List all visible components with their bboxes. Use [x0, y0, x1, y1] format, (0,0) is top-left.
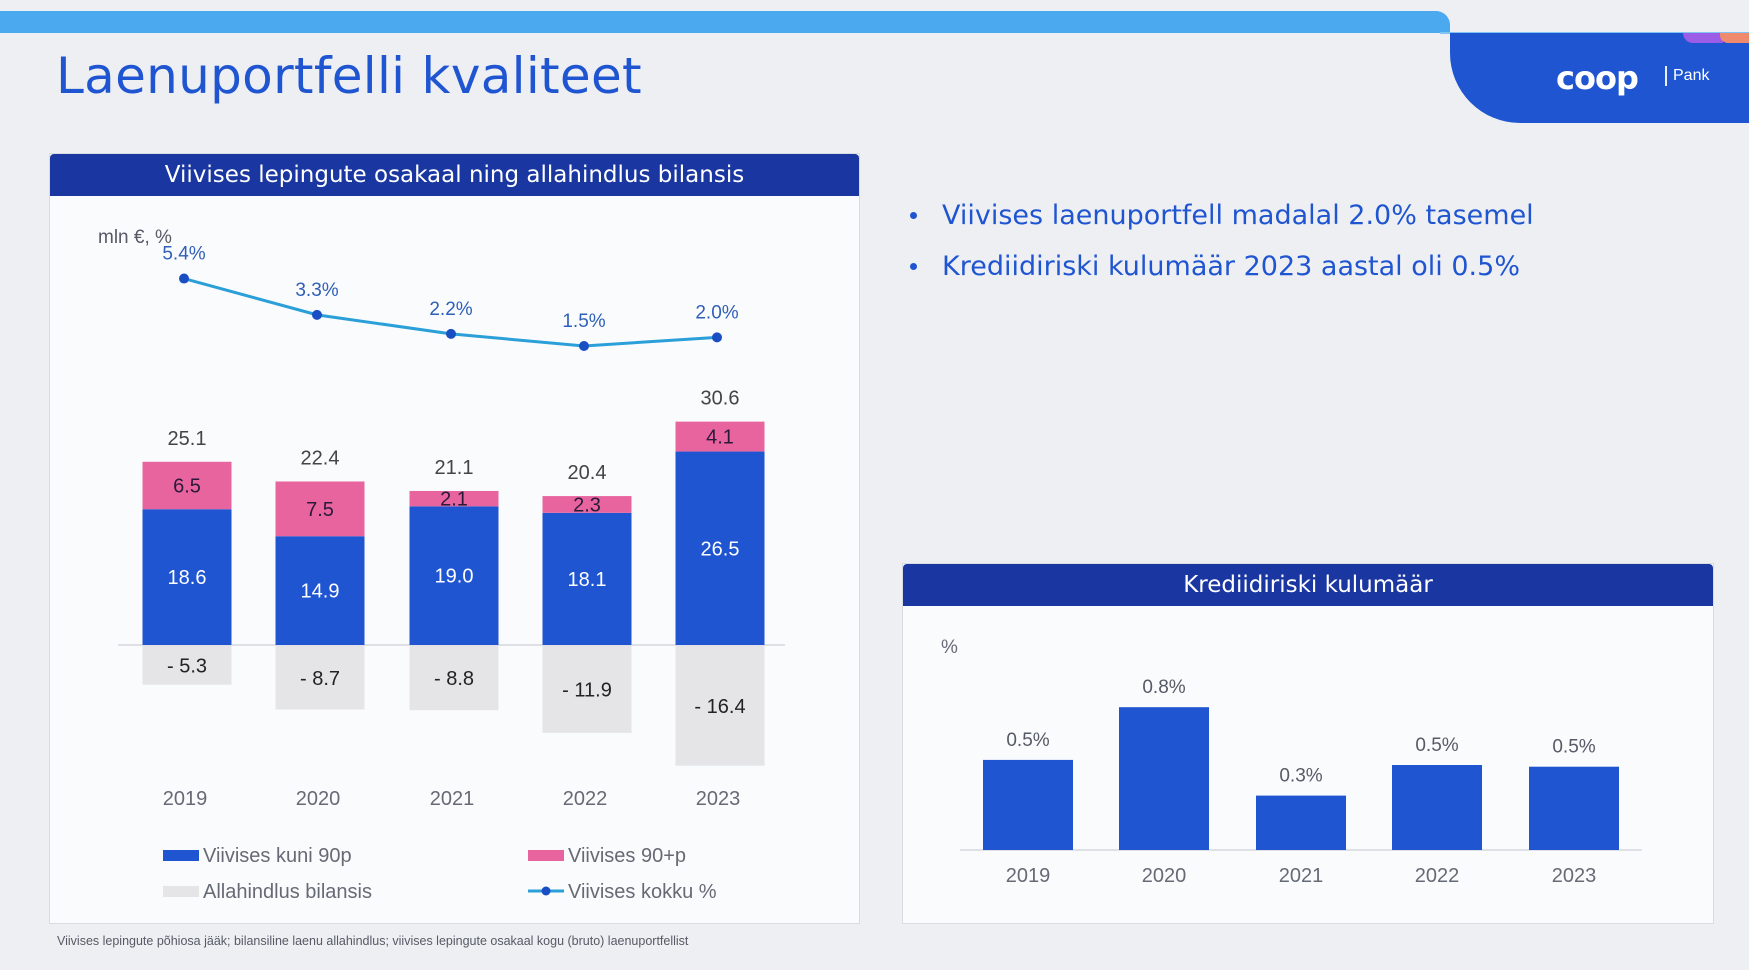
segment-label: 18.1: [568, 569, 607, 591]
line-point-label: 3.3%: [295, 280, 338, 301]
bar-value-label: 0.5%: [1006, 730, 1049, 751]
total-label: 21.1: [435, 457, 474, 479]
segment-label: 2.1: [440, 489, 468, 511]
bar-overdue-90: [142, 509, 232, 645]
legend-label: Allahindlus bilansis: [203, 881, 372, 903]
segment-label: - 11.9: [562, 679, 612, 701]
logo-tab: [1450, 33, 1749, 123]
bar-value-label: 0.5%: [1552, 737, 1595, 758]
segment-label: - 16.4: [694, 696, 745, 718]
logo-suffix: Pank: [1673, 67, 1710, 84]
coop-logo: coop: [1556, 59, 1639, 97]
bullet-item: Krediidiriski kulumäär 2023 aastal oli 0…: [910, 241, 1534, 292]
line-point: [312, 309, 322, 320]
x-tick-label: 2023: [1552, 865, 1597, 887]
x-tick-label: 2022: [1415, 865, 1460, 887]
key-points: Viivises laenuportfell madalal 2.0% tase…: [910, 190, 1534, 292]
line-point-label: 2.2%: [429, 299, 472, 320]
segment-label: 6.5: [173, 475, 201, 497]
segment-label: 19.0: [435, 566, 474, 588]
legend-swatch-marker: [541, 886, 551, 896]
bullet-text: Krediidiriski kulumäär 2023 aastal oli 0…: [942, 251, 1520, 282]
x-tick-label: 2022: [563, 788, 608, 810]
line-point: [579, 341, 589, 351]
x-tick-label: 2020: [296, 788, 341, 810]
legend-swatch: [163, 850, 199, 861]
x-tick-label: 2019: [1006, 865, 1051, 887]
bar-overdue-90: [409, 506, 499, 645]
bar-impairment: [542, 646, 632, 733]
line-point-label: 2.0%: [695, 302, 738, 323]
bar-impairment: [275, 646, 365, 710]
segment-label: 7.5: [306, 499, 334, 521]
segment-label: - 8.8: [434, 668, 474, 690]
bar-value-label: 0.8%: [1142, 677, 1185, 698]
legend-label: Viivises 90+p: [568, 845, 686, 867]
segment-label: 18.6: [168, 567, 207, 589]
page-title: Laenuportfelli kvaliteet: [56, 47, 642, 105]
bar-impairment: [675, 646, 765, 766]
bar-impairment: [142, 646, 232, 685]
x-tick-label: 2020: [1142, 865, 1187, 887]
x-tick-label: 2023: [696, 788, 741, 810]
line-point: [446, 328, 456, 339]
logo-accent-purple: [1683, 33, 1723, 43]
bar: [1119, 707, 1209, 850]
bullet-icon: [910, 263, 917, 270]
bar-overdue-90: [542, 512, 632, 645]
bar: [1529, 766, 1619, 850]
bar-overdue-90: [275, 536, 365, 645]
x-tick-label: 2021: [1279, 865, 1324, 887]
bar-value-label: 0.5%: [1415, 735, 1458, 756]
bullet-item: Viivises laenuportfell madalal 2.0% tase…: [910, 190, 1534, 241]
credit-cost-panel: Krediidiriski kulumäär: [902, 563, 1714, 924]
bar-overdue-90plus: [142, 461, 232, 510]
footnote: Viivises lepingute põhiosa jääk; bilansi…: [57, 934, 689, 948]
panel-title: Viivises lepingute osakaal ning allahind…: [50, 154, 859, 196]
bar-value-label: 0.3%: [1279, 766, 1322, 787]
segment-label: 4.1: [706, 427, 734, 449]
bar: [1256, 795, 1346, 850]
legend-swatch: [163, 886, 199, 897]
line-point: [179, 273, 189, 284]
bullet-icon: [910, 212, 917, 219]
line-point-label: 5.4%: [162, 244, 205, 265]
logo-separator: [1665, 66, 1667, 86]
logo-accent-orange: [1720, 33, 1749, 43]
legend-label: Viivises kuni 90p: [203, 845, 352, 867]
bar-impairment: [409, 646, 499, 711]
bullet-text: Viivises laenuportfell madalal 2.0% tase…: [942, 200, 1534, 231]
segment-label: 26.5: [701, 538, 740, 560]
bar-overdue-90plus: [542, 496, 632, 513]
bar-overdue-90plus: [675, 421, 765, 452]
line-point: [712, 332, 722, 343]
unit-label: %: [941, 637, 958, 658]
x-tick-label: 2021: [430, 788, 475, 810]
line-point-label: 1.5%: [562, 311, 605, 332]
bar-overdue-90plus: [275, 481, 365, 537]
unit-label: mln €, %: [98, 227, 172, 248]
total-label: 20.4: [568, 462, 607, 484]
bar: [983, 759, 1073, 850]
top-accent-bar: [0, 11, 1450, 33]
legend-swatch: [528, 850, 564, 861]
bar-overdue-90plus: [409, 490, 499, 507]
segment-label: 2.3: [573, 494, 601, 516]
x-tick-label: 2019: [163, 788, 208, 810]
segment-label: 14.9: [301, 581, 340, 603]
segment-label: - 5.3: [167, 655, 207, 677]
total-label: 25.1: [168, 428, 207, 450]
total-label: 30.6: [701, 388, 740, 410]
legend-label: Viivises kokku %: [568, 881, 717, 903]
panel-title: Krediidiriski kulumäär: [903, 564, 1713, 606]
bar: [1392, 765, 1482, 850]
bar-overdue-90: [675, 451, 765, 645]
segment-label: - 8.7: [300, 668, 340, 690]
total-label: 22.4: [301, 447, 340, 469]
